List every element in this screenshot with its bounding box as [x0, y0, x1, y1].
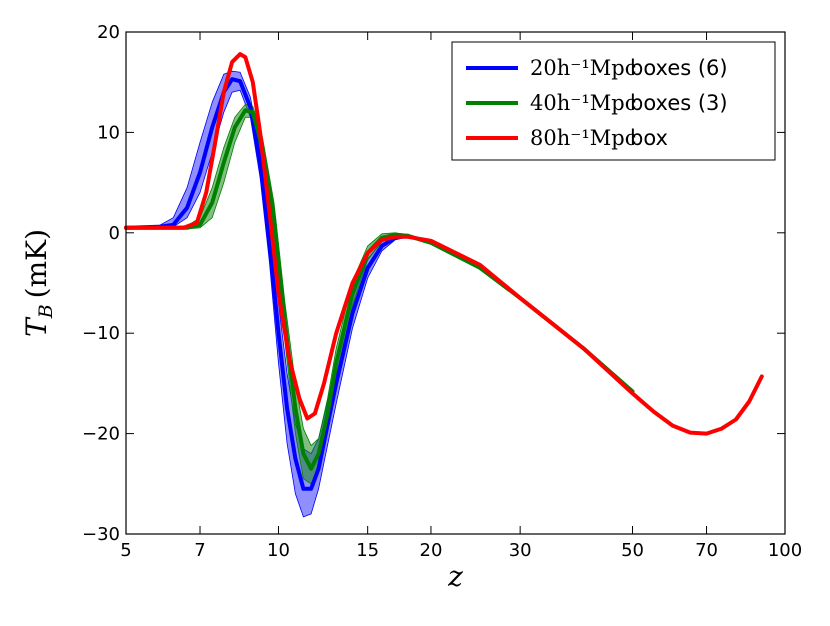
series-line-1 [124, 77, 410, 491]
x-axis-label: z [447, 560, 463, 593]
y-tick-label: −30 [82, 524, 120, 545]
x-tick-label: 100 [768, 540, 802, 561]
series-lines [124, 52, 764, 491]
y-axis-symbol: T [20, 316, 53, 337]
y-tick-label: −10 [82, 323, 120, 344]
legend-math-label: 40h⁻¹Mpc [530, 91, 636, 115]
legend-math-label: 80h⁻¹Mpc [530, 126, 636, 150]
tick-labels: 5 7 10 15 20 30 50 70 100 −30 −20 −10 0 10 20 [82, 22, 802, 561]
y-axis-label: TB (mK) [20, 229, 57, 337]
y-axis-subscript: B [35, 304, 57, 319]
y-tick-label: 0 [109, 223, 120, 244]
x-tick-label: 15 [356, 540, 379, 561]
x-tick-label: 30 [509, 540, 532, 561]
y-axis-unit: (mK) [20, 229, 53, 298]
axis-ticks [125, 31, 786, 535]
y-tick-label: 10 [97, 122, 120, 143]
x-tick-label: 50 [621, 540, 644, 561]
x-tick-label: 70 [695, 540, 718, 561]
plot-frame [125, 31, 786, 535]
legend-text-label: boxes (3) [630, 91, 728, 115]
x-tick-label: 10 [267, 540, 290, 561]
y-tick-label: 20 [97, 22, 120, 43]
x-tick-label: 7 [194, 540, 205, 561]
y-tick-label: −20 [82, 424, 120, 445]
series-line-3 [124, 52, 764, 436]
x-tick-label: 20 [420, 540, 443, 561]
legend-text-label: boxes (6) [630, 56, 728, 80]
x-tick-label: 5 [120, 540, 131, 561]
legend-math-label: 20h⁻¹Mpc [530, 56, 636, 80]
band-1 [125, 70, 409, 518]
legend-text-label: box [630, 126, 668, 150]
